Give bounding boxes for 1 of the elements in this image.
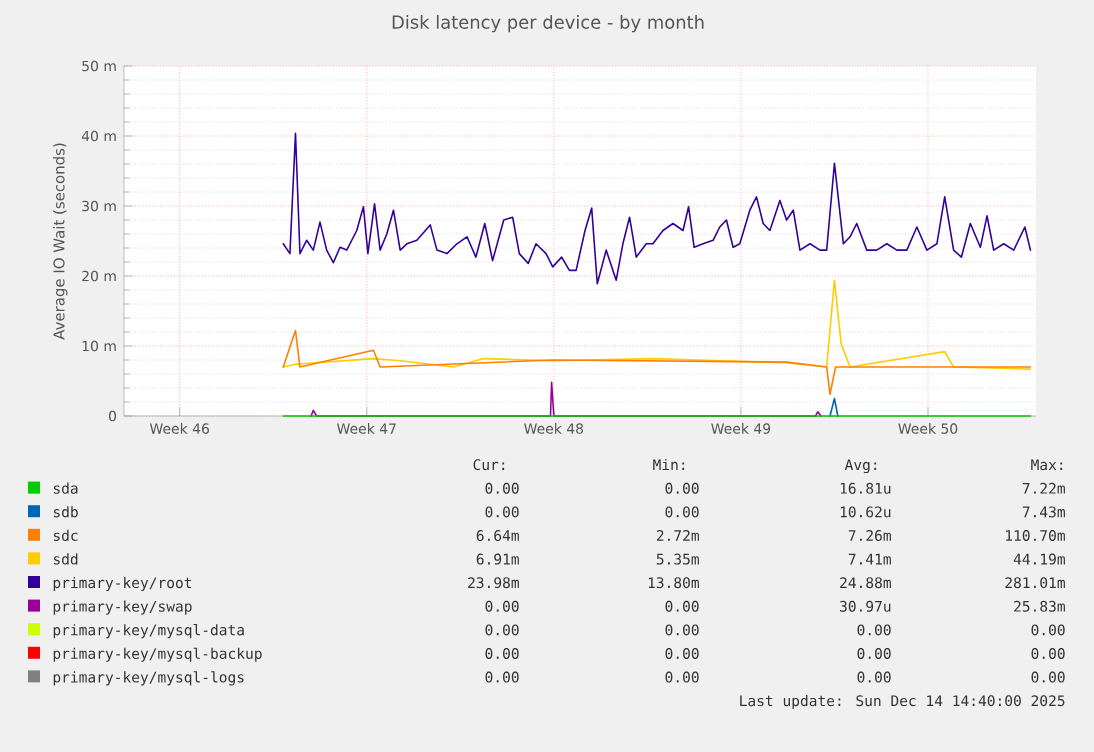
chart-title: Disk latency per device - by month bbox=[392, 15, 704, 33]
